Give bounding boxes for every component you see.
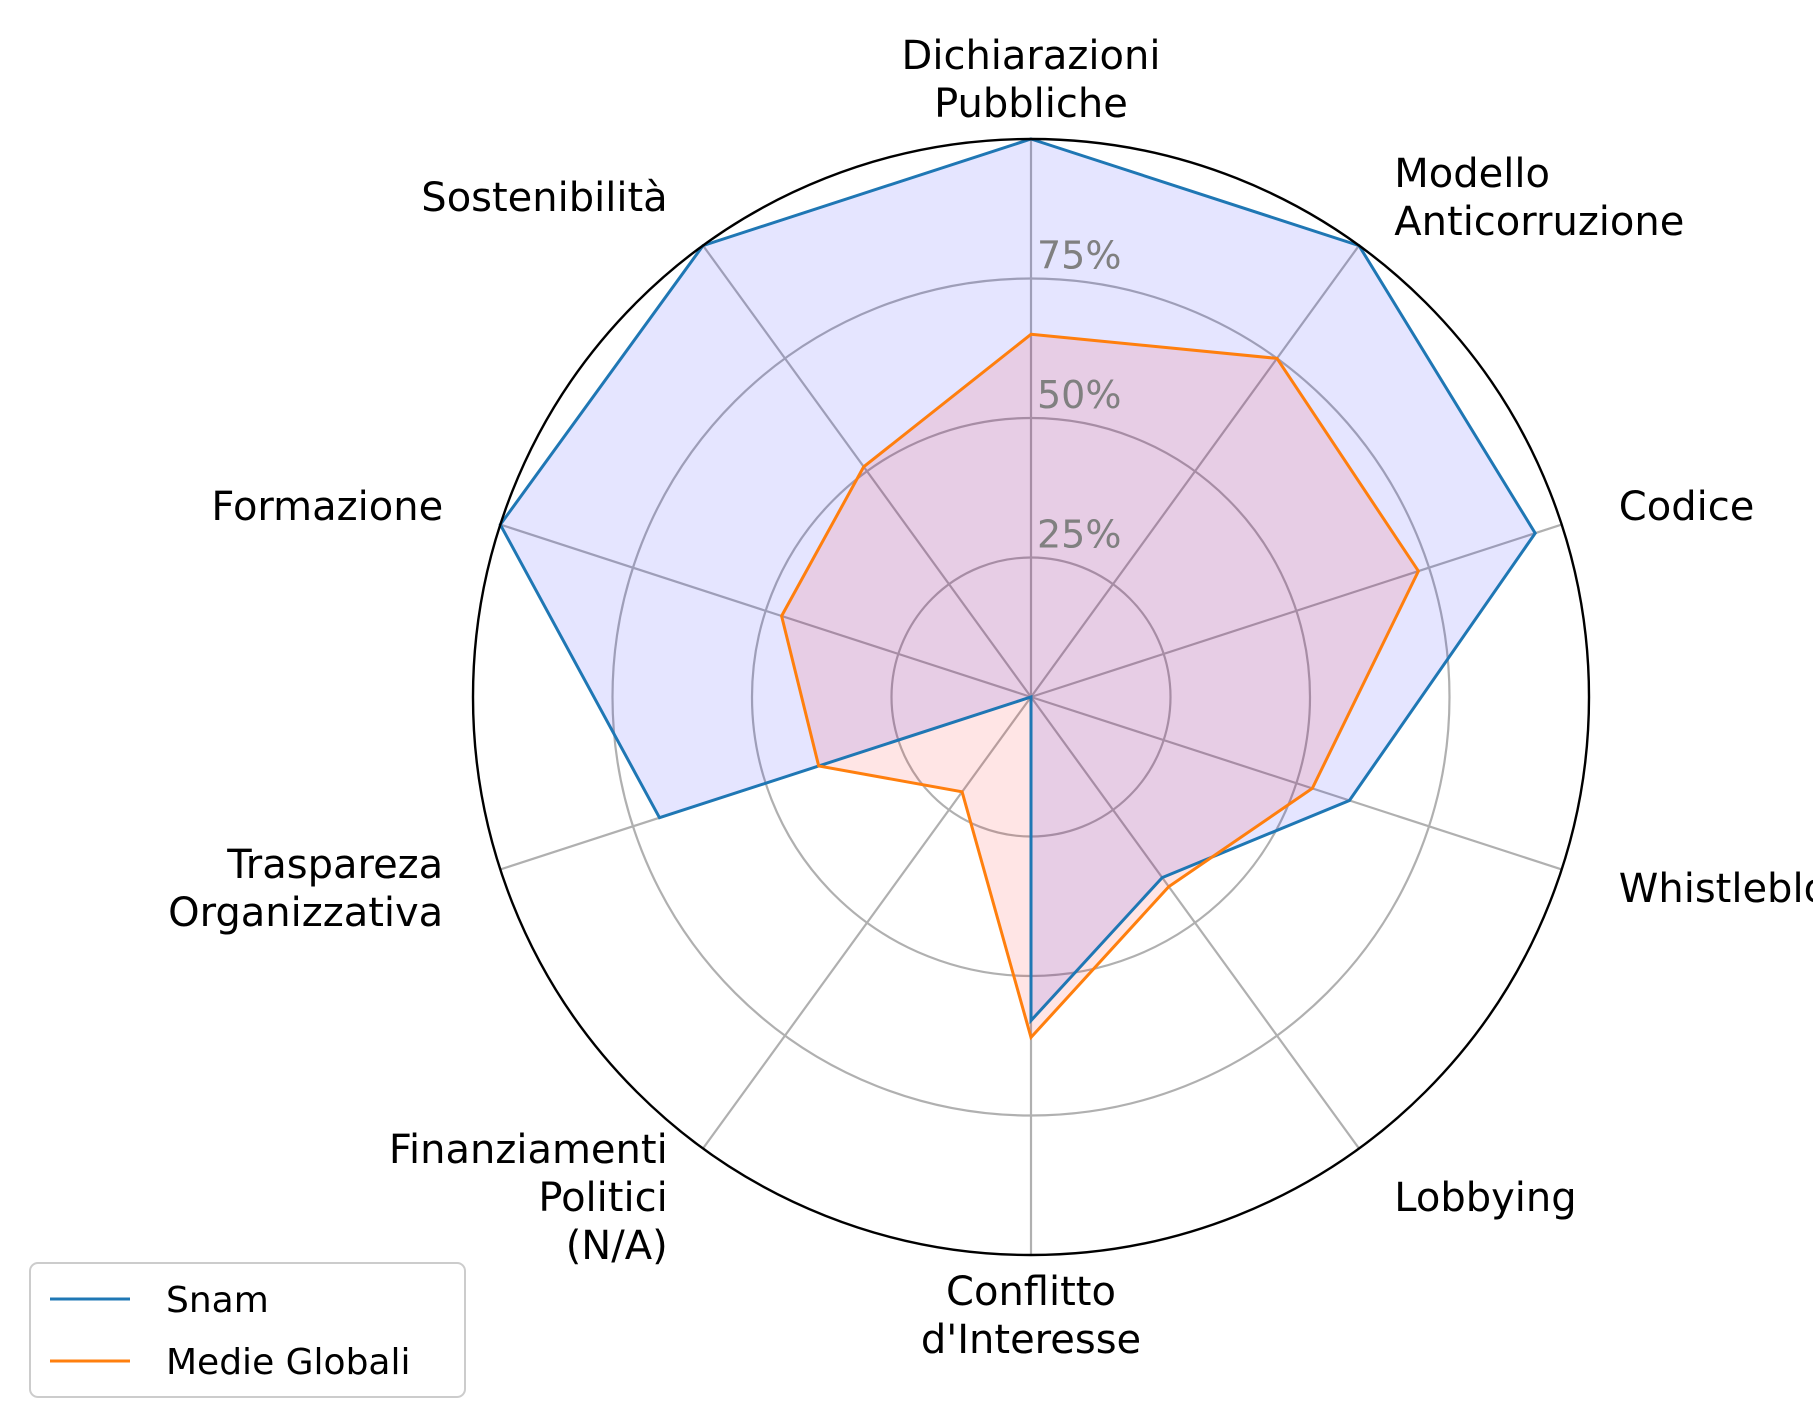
axis-label-line: Finanziamenti [389, 1127, 668, 1173]
tick-label-75: 75% [1037, 234, 1121, 278]
axis-label-line: Whistleblowing [1619, 866, 1813, 912]
spoke-modello-anticorruzione [1030, 244, 1360, 698]
legend-label-medie-globali: Medie Globali [166, 1342, 411, 1383]
axis-label-line: d'Interesse [921, 1317, 1141, 1363]
axis-label-line: Conflitto [946, 1269, 1116, 1315]
axis-label-line: (N/A) [566, 1223, 668, 1269]
axis-label-line: Dichiarazioni [902, 33, 1161, 79]
series-area-medie-globali [781, 334, 1419, 1038]
axis-label-finanziamenti-politici-n-a: Finanziamenti Politici (N/A) [389, 1127, 668, 1269]
radar-frame [471, 137, 1591, 1257]
legend-box [29, 1262, 466, 1398]
spoke-whistleblowing [1030, 695, 1563, 871]
axis-label-line: Sostenibilità [421, 175, 667, 221]
axis-label-line: Formazione [211, 484, 443, 530]
axis-label-sostenibilita: Sostenibilità [421, 175, 667, 221]
axis-label-line: Anticorruzione [1394, 199, 1684, 245]
axis-label-formazione: Formazione [211, 484, 443, 530]
axis-label-line: Pubbliche [934, 81, 1128, 127]
outer-frame [471, 137, 1591, 1257]
axis-label-lobbying: Lobbying [1394, 1175, 1576, 1221]
radar-series [498, 137, 1537, 1041]
axis-label-modello-anticorruzione: Modello Anticorruzione [1394, 151, 1684, 245]
axis-label-line: Lobbying [1394, 1175, 1576, 1221]
axis-label-whistleblowing: Whistleblowing [1619, 866, 1813, 912]
spoke-formazione [499, 523, 1032, 699]
axis-label-line: Traspareza [226, 842, 443, 888]
spoke-codice [1030, 523, 1563, 699]
series-line-snam [498, 137, 1537, 1025]
axis-label-line: Codice [1619, 484, 1755, 530]
spoke-sostenibilita [702, 244, 1032, 698]
axis-label-line: Politici [538, 1175, 667, 1221]
axis-label-codice: Codice [1619, 484, 1755, 530]
series-line-medie-globali [780, 332, 1421, 1041]
axis-label-traspareza-organizzativa: Traspareza Organizzativa [168, 842, 443, 936]
tick-label-50: 50% [1037, 373, 1121, 417]
axis-label-conflitto-d-interesse: Conflitto d'Interesse [921, 1269, 1141, 1363]
axis-labels: Dichiarazioni Pubbliche Modello Anticorruzi… [168, 33, 1813, 1363]
axis-label-line: Modello [1394, 151, 1550, 197]
axis-label-line: Organizzativa [168, 890, 443, 936]
spoke-finanziamenti-politici-n-a [702, 696, 1032, 1150]
axis-label-dichiarazioni-pubbliche: Dichiarazioni Pubbliche [902, 33, 1161, 127]
radial-tick-labels: 25% 50% 75% [1037, 234, 1121, 557]
spoke-lobbying [1030, 696, 1360, 1150]
legend-label-snam: Snam [166, 1280, 269, 1321]
legend: Snam Medie Globali [29, 1262, 466, 1398]
tick-label-25: 25% [1037, 513, 1121, 557]
